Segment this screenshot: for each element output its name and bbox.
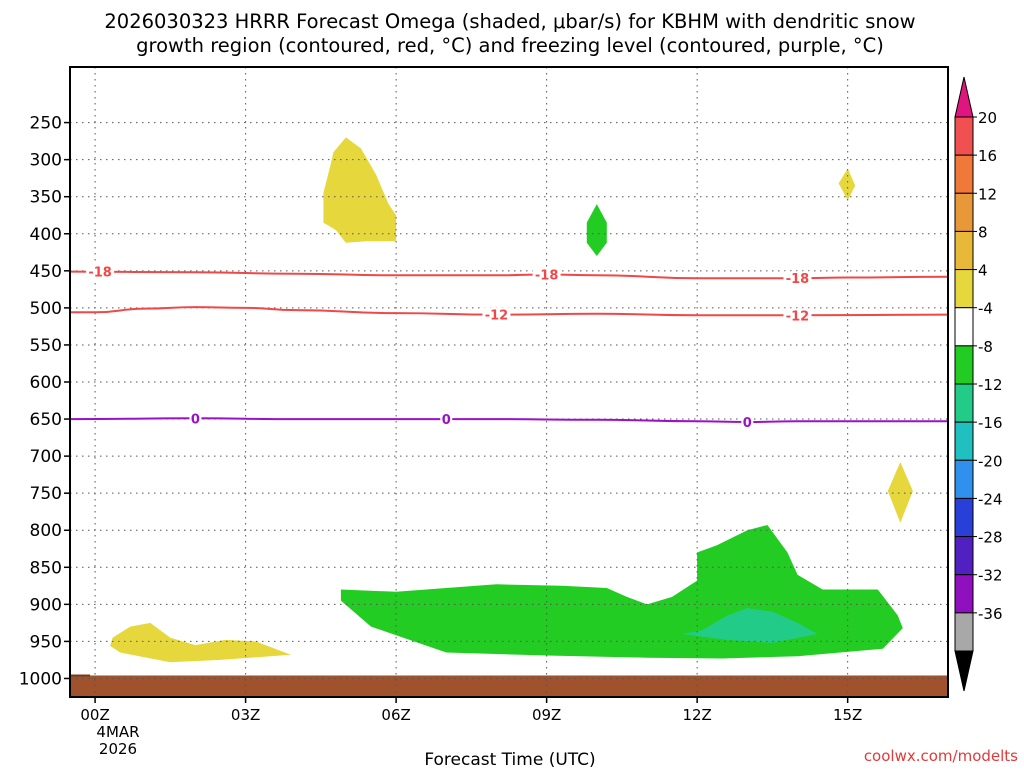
colorbar-bin-7 xyxy=(954,383,974,423)
contour-0-label-1: 0 xyxy=(442,413,451,428)
contour--18-label-bg-2 xyxy=(783,271,812,286)
contour--18-label-1: -18 xyxy=(535,269,559,284)
colorbar-bin-8 xyxy=(954,421,974,461)
x-tick-label-12Z: 12Z xyxy=(682,706,711,724)
x-tick-label-15Z: 15Z xyxy=(833,706,862,724)
contour--12-label-0: -12 xyxy=(485,309,509,324)
x-tick-label-09Z: 09Z xyxy=(532,706,561,724)
y-tick-label-1000: 1000 xyxy=(19,669,62,689)
colorbar-label-4: 4 xyxy=(978,262,988,280)
x-tick-label-06Z: 06Z xyxy=(381,706,410,724)
colorbar-bin-6 xyxy=(954,345,974,385)
contour--12-line xyxy=(70,306,948,317)
y-axis: 250 300 350 400 450 500 550 600 650 700 750 800 850 9… xyxy=(19,114,70,689)
omega-negative-low-6 xyxy=(682,608,818,643)
y-tick-label-400: 400 xyxy=(30,225,62,245)
contour-0-label-2: 0 xyxy=(743,416,752,431)
omega-positive-upper-2 xyxy=(838,168,856,201)
contour--18-label-2: -18 xyxy=(786,272,810,287)
y-tick-label-950: 950 xyxy=(30,632,62,652)
colorbar: 20 16 12 8 4 -4 -8 -12 -16 -20 -24 -28 -32 -36 xyxy=(954,76,1003,692)
omega-positive-mid-3 xyxy=(887,462,913,523)
y-tick-label-550: 550 xyxy=(30,336,62,356)
y-tick-label-750: 750 xyxy=(30,484,62,504)
colorbar-top-triangle xyxy=(954,76,974,118)
y-tick-label-350: 350 xyxy=(30,188,62,208)
x-date-label-year: 2026 xyxy=(99,740,137,758)
y-tick-label-600: 600 xyxy=(30,373,62,393)
contour-0-label-0: 0 xyxy=(191,412,200,427)
contour--18-label-0: -18 xyxy=(88,266,112,281)
y-tick-label-850: 850 xyxy=(30,558,62,578)
colorbar-label-7: -12 xyxy=(978,376,1003,394)
colorbar-label-10: -24 xyxy=(978,490,1003,508)
y-tick-label-900: 900 xyxy=(30,595,62,615)
colorbar-label-6: -8 xyxy=(978,338,993,356)
contour--12-label-1: -12 xyxy=(786,309,810,324)
colorbar-bottom-triangle xyxy=(954,650,974,692)
colorbar-label-5: -4 xyxy=(978,300,993,318)
plot-area: -18 -18 -18 -12 -12 0 0 0 xyxy=(69,66,949,698)
colorbar-label-3: 8 xyxy=(978,223,988,241)
contour-0-label-bg-2 xyxy=(741,415,754,430)
y-tick-label-250: 250 xyxy=(30,114,62,134)
y-tick-label-300: 300 xyxy=(30,151,62,171)
colorbar-bin-13 xyxy=(954,612,974,652)
contour--12-label-bg-1 xyxy=(783,308,812,323)
y-tick-label-800: 800 xyxy=(30,521,62,541)
colorbar-label-9: -20 xyxy=(978,452,1003,470)
colorbar-bin-0 xyxy=(954,116,974,156)
colorbar-label-1: 16 xyxy=(978,147,997,165)
colorbar-bin-10 xyxy=(954,497,974,538)
ground xyxy=(70,675,948,697)
y-tick-label-650: 650 xyxy=(30,410,62,430)
omega-negative-mid-7 xyxy=(586,204,607,256)
colorbar-bin-11 xyxy=(954,536,974,576)
colorbar-bin-12 xyxy=(954,574,974,614)
y-tick-label-450: 450 xyxy=(30,262,62,282)
plot-content: -18 -18 -18 -12 -12 0 0 0 xyxy=(70,67,948,697)
x-date-label-month: 4MAR xyxy=(96,723,139,741)
contour-0-label-bg-1 xyxy=(440,412,453,427)
y-tick-label-500: 500 xyxy=(30,299,62,319)
colorbar-bin-4 xyxy=(954,269,974,309)
colorbar-bin-9 xyxy=(954,459,974,499)
omega-positive-low-4 xyxy=(110,622,291,663)
contour--18-label-bg-1 xyxy=(532,267,561,282)
colorbar-bin-3 xyxy=(954,230,974,271)
x-tick-label-03Z: 03Z xyxy=(231,706,260,724)
x-axis-label: Forecast Time (UTC) xyxy=(424,750,595,768)
colorbar-label-0: 20 xyxy=(978,109,997,127)
chart-title-line-1: 2026030323 HRRR Forecast Omega (shaded, … xyxy=(104,10,915,33)
contour--12-label-bg-0 xyxy=(482,307,511,322)
chart-title-line-2: growth region (contoured, red, °C) and f… xyxy=(136,34,884,57)
x-axis: 00Z 03Z 06Z 09Z 12Z 15Z xyxy=(80,697,862,724)
colorbar-label-13: -36 xyxy=(978,605,1003,623)
colorbar-label-12: -32 xyxy=(978,567,1003,585)
contour--18-label-bg-0 xyxy=(86,264,115,279)
colorbar-bin-2 xyxy=(954,192,974,232)
colorbar-bin-5 xyxy=(954,307,974,347)
credit-text: coolwx.com/modelts xyxy=(864,747,1018,765)
omega-positive-upper-1 xyxy=(323,137,397,243)
colorbar-label-8: -16 xyxy=(978,414,1003,432)
colorbar-bin-1 xyxy=(954,154,974,194)
y-tick-label-700: 700 xyxy=(30,447,62,467)
contour-0-label-bg-0 xyxy=(189,411,202,426)
colorbar-label-2: 12 xyxy=(978,185,997,203)
contour-0-line xyxy=(70,417,948,424)
colorbar-label-11: -28 xyxy=(978,529,1003,547)
x-tick-label-00Z: 00Z xyxy=(80,706,109,724)
